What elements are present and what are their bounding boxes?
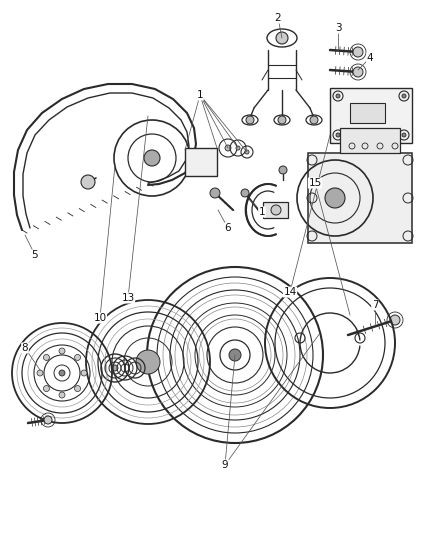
- Text: 6: 6: [225, 223, 231, 233]
- Circle shape: [310, 116, 318, 124]
- Text: 9: 9: [222, 460, 228, 470]
- Circle shape: [136, 350, 160, 374]
- Circle shape: [325, 188, 345, 208]
- Circle shape: [43, 385, 49, 392]
- Circle shape: [402, 94, 406, 98]
- Circle shape: [279, 166, 287, 174]
- Circle shape: [81, 175, 95, 189]
- Text: 4: 4: [367, 53, 373, 63]
- Circle shape: [276, 32, 288, 44]
- Circle shape: [59, 348, 65, 354]
- Circle shape: [336, 94, 340, 98]
- Circle shape: [59, 392, 65, 398]
- Circle shape: [236, 146, 240, 150]
- Circle shape: [144, 150, 160, 166]
- Text: 10: 10: [93, 313, 106, 323]
- Text: 1: 1: [259, 207, 265, 217]
- Circle shape: [112, 365, 118, 371]
- Circle shape: [210, 188, 220, 198]
- Circle shape: [353, 67, 363, 77]
- Circle shape: [241, 189, 249, 197]
- Polygon shape: [340, 128, 400, 153]
- Circle shape: [81, 370, 87, 376]
- Text: 3: 3: [335, 23, 341, 33]
- Circle shape: [229, 349, 241, 361]
- Circle shape: [336, 133, 340, 137]
- Polygon shape: [330, 88, 412, 143]
- Text: 5: 5: [32, 250, 38, 260]
- Text: 13: 13: [121, 293, 134, 303]
- Text: 1: 1: [197, 90, 203, 100]
- Text: 7: 7: [372, 300, 378, 310]
- Circle shape: [37, 370, 43, 376]
- Circle shape: [74, 385, 81, 392]
- Text: 8: 8: [22, 343, 28, 353]
- Text: 15: 15: [308, 178, 321, 188]
- Circle shape: [278, 116, 286, 124]
- Circle shape: [402, 133, 406, 137]
- Circle shape: [225, 145, 231, 151]
- Polygon shape: [185, 148, 217, 176]
- Text: 14: 14: [283, 287, 297, 297]
- Circle shape: [353, 47, 363, 57]
- Text: 2: 2: [275, 13, 281, 23]
- Circle shape: [271, 205, 281, 215]
- Circle shape: [74, 354, 81, 360]
- Polygon shape: [263, 202, 288, 218]
- Circle shape: [246, 116, 254, 124]
- Polygon shape: [350, 103, 385, 123]
- Polygon shape: [308, 153, 412, 243]
- Circle shape: [43, 354, 49, 360]
- Circle shape: [59, 370, 65, 376]
- Circle shape: [44, 416, 52, 424]
- Circle shape: [245, 150, 249, 154]
- Circle shape: [390, 315, 400, 325]
